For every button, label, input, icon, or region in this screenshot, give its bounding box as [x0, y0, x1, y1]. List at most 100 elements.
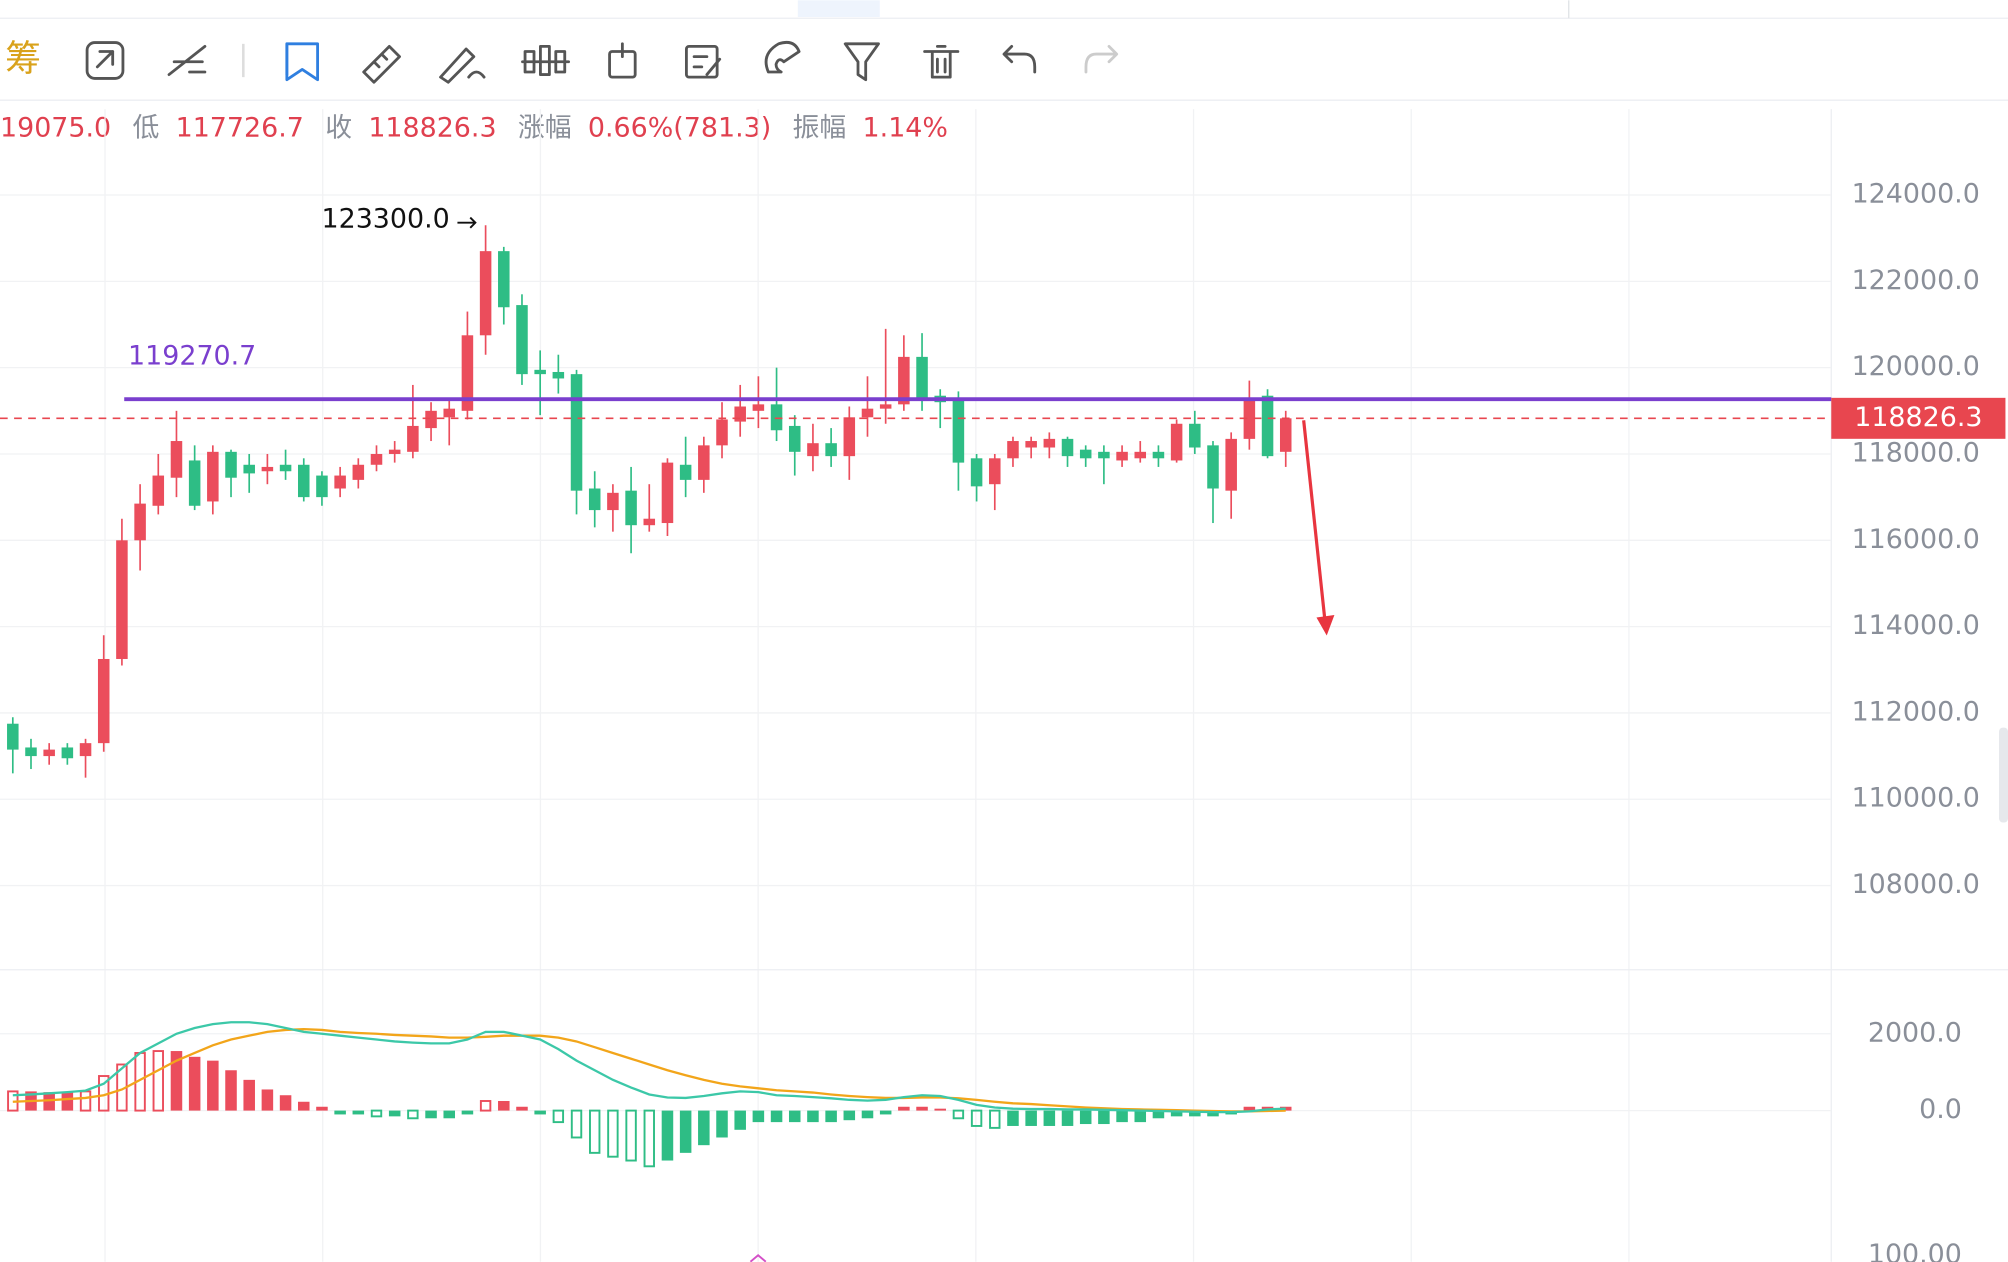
stat-value: 1.14% [863, 112, 948, 143]
icon-trash[interactable] [923, 44, 960, 79]
candle-body [1189, 423, 1201, 448]
stat-label: 振幅 [793, 112, 847, 143]
macd-bar [698, 1110, 710, 1146]
candle-body [1243, 397, 1256, 439]
macd-bar [479, 1100, 492, 1112]
candle-body [7, 723, 19, 750]
candle-body [225, 451, 237, 478]
macd-bar [1043, 1110, 1056, 1126]
macd-bar [879, 1110, 892, 1115]
y-tick-label: 112000.0 [1852, 696, 1980, 727]
candle-body [97, 658, 110, 744]
stat-value: 0.66%(781.3) [588, 112, 771, 143]
macd-bar [770, 1110, 783, 1123]
icon-bookmark[interactable] [285, 42, 320, 82]
candle-body [116, 540, 128, 659]
candle-body [1225, 438, 1237, 491]
macd-bar [279, 1095, 292, 1111]
macd-bar [1116, 1110, 1128, 1123]
y-tick-label: 110000.0 [1852, 783, 1980, 814]
macd-bar [152, 1050, 164, 1112]
last-price-label: 118826.3 [1854, 402, 1982, 433]
icon-redo [1084, 44, 1119, 74]
candle-body [861, 408, 874, 418]
icon-note[interactable] [684, 44, 722, 79]
y-tick-label: 108000.0 [1852, 869, 1980, 900]
icon-filter[interactable] [843, 42, 880, 82]
macd-bar [843, 1110, 856, 1121]
macd-dif-line [12, 1021, 1286, 1114]
macd-bar [1098, 1110, 1110, 1125]
toolbar-icons [85, 40, 1119, 84]
candle-body [1061, 438, 1074, 457]
candle-body [207, 451, 219, 502]
macd-bar [461, 1110, 474, 1115]
y-tick-label: 116000.0 [1852, 524, 1980, 555]
candle-body [25, 747, 37, 757]
candle-body [1279, 418, 1292, 452]
candle-body [989, 458, 1001, 485]
toolbar-label[interactable]: 筹 [5, 38, 41, 79]
icon-ruler[interactable] [362, 44, 401, 84]
candle-body [788, 425, 801, 452]
candle-body [170, 441, 183, 478]
macd-bar [898, 1106, 910, 1111]
icon-magnet[interactable] [764, 40, 801, 74]
plot: 108000.0 110000.0 112000.0 114000.0 116000.0… [0, 179, 2006, 1262]
candle-body [607, 492, 619, 511]
candle-body [516, 305, 528, 375]
macd-bar [516, 1106, 528, 1111]
icon-pen[interactable] [439, 47, 486, 84]
macd-bar [243, 1079, 255, 1111]
macd-bar [61, 1092, 74, 1111]
candle-body [43, 749, 55, 757]
macd-bar [1189, 1110, 1201, 1117]
icon-refresh[interactable] [85, 41, 125, 80]
macd-tick-label: 0.0 [1919, 1094, 1962, 1125]
forecast-arrow [1302, 420, 1328, 626]
stat-value: 19075.0 [0, 112, 111, 143]
high-arrow [457, 216, 477, 229]
grid [0, 109, 2008, 1262]
macd-bar [552, 1109, 565, 1124]
icon-candles[interactable] [521, 44, 571, 76]
icon-lines[interactable] [167, 44, 207, 76]
macd-bar [425, 1110, 437, 1119]
macd-bar [607, 1109, 619, 1158]
macd-bar [934, 1108, 946, 1111]
candle-body [261, 466, 274, 472]
candle-body [1170, 423, 1183, 461]
candle-body [1025, 441, 1037, 448]
candle-body [279, 464, 292, 472]
candle-body [188, 460, 201, 506]
stat-label: 收 [325, 112, 352, 143]
stats: 19075.0 低 117726.7 收 118826.3 涨幅 0.66%(7… [0, 112, 948, 143]
candle-body [752, 404, 765, 411]
macd-bar [1207, 1110, 1219, 1117]
macd-bar [661, 1110, 674, 1161]
macd-bar [861, 1110, 874, 1119]
candle-body [243, 464, 255, 474]
y-tick-label: 114000.0 [1852, 610, 1980, 641]
candle-body [643, 518, 656, 526]
candle-body [588, 488, 601, 511]
candle-body [134, 503, 146, 541]
icon-box[interactable] [608, 42, 637, 79]
macd-dea-line [12, 1027, 1286, 1113]
macd-bar [534, 1110, 546, 1115]
candle-body [425, 410, 437, 429]
icon-undo[interactable] [1002, 44, 1037, 74]
macd-bar [807, 1110, 819, 1123]
y-tick-label: 124000.0 [1852, 179, 1980, 210]
candle-body [916, 356, 928, 398]
macd-bar [1152, 1110, 1165, 1119]
scroll-handle[interactable] [1999, 727, 2008, 823]
stat-value: 117726.7 [176, 112, 304, 143]
macd-bar [498, 1100, 510, 1111]
macd-bar [407, 1109, 419, 1120]
macd-bar [170, 1051, 183, 1111]
macd-bar [825, 1110, 837, 1123]
macd-bar [316, 1106, 328, 1111]
